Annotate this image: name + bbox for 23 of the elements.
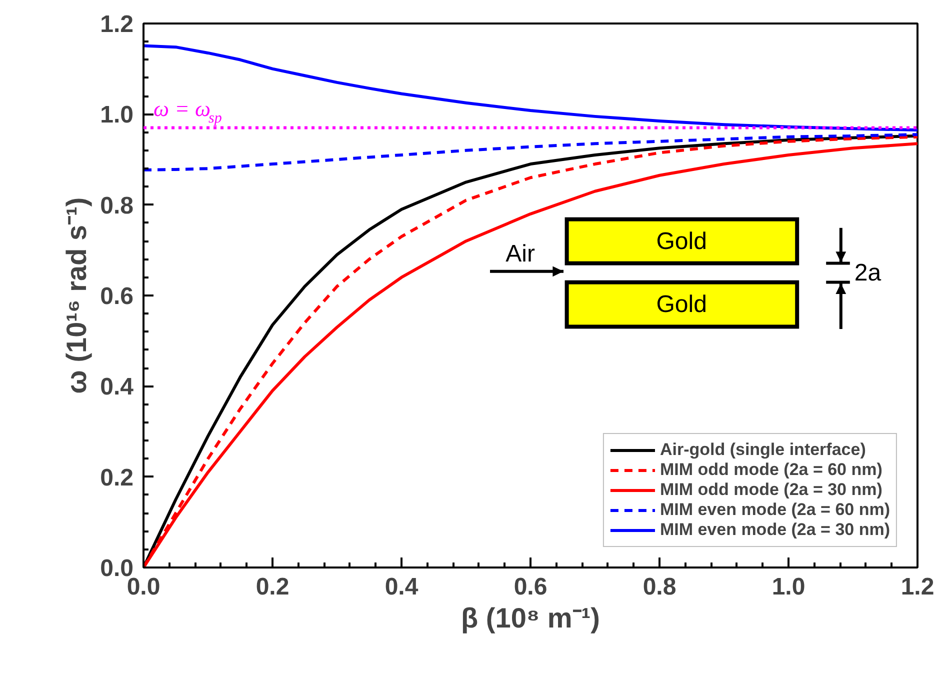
y-tick-label: 1.0 (100, 102, 134, 129)
y-tick-label: 0.8 (100, 192, 134, 220)
x-tick-label: 0.4 (384, 574, 419, 600)
annotation: Gold (656, 291, 707, 318)
annotation: Air (506, 240, 535, 268)
x-tick-label: 1.0 (772, 574, 806, 600)
y-tick-label: 0.4 (100, 374, 134, 401)
annotation: 2a (854, 259, 882, 286)
x-tick-label: 1.2 (900, 574, 934, 600)
y-tick-label: 1.2 (100, 11, 134, 38)
x-tick-label: 0.6 (514, 574, 548, 600)
legend-label: MIM even mode (2a = 60 nm) (660, 500, 890, 520)
y-axis-title: ω (10¹⁶ rad s⁻¹) (61, 197, 92, 394)
y-tick-label: 0.6 (100, 283, 134, 310)
legend-label: Air-gold (single interface) (660, 440, 866, 460)
y-tick-label: 0.2 (100, 464, 134, 492)
x-tick-label: 0.8 (642, 574, 676, 600)
annotation: Gold (656, 228, 707, 255)
legend-label: MIM even mode (2a = 30 nm) (660, 520, 890, 540)
x-tick-label: 0.2 (256, 574, 290, 600)
legend-label: MIM odd mode (2a = 30 nm) (660, 480, 882, 500)
legend-label: MIM odd mode (2a = 60 nm) (660, 460, 882, 480)
x-axis-title: β (10⁸ m⁻¹) (461, 602, 600, 634)
